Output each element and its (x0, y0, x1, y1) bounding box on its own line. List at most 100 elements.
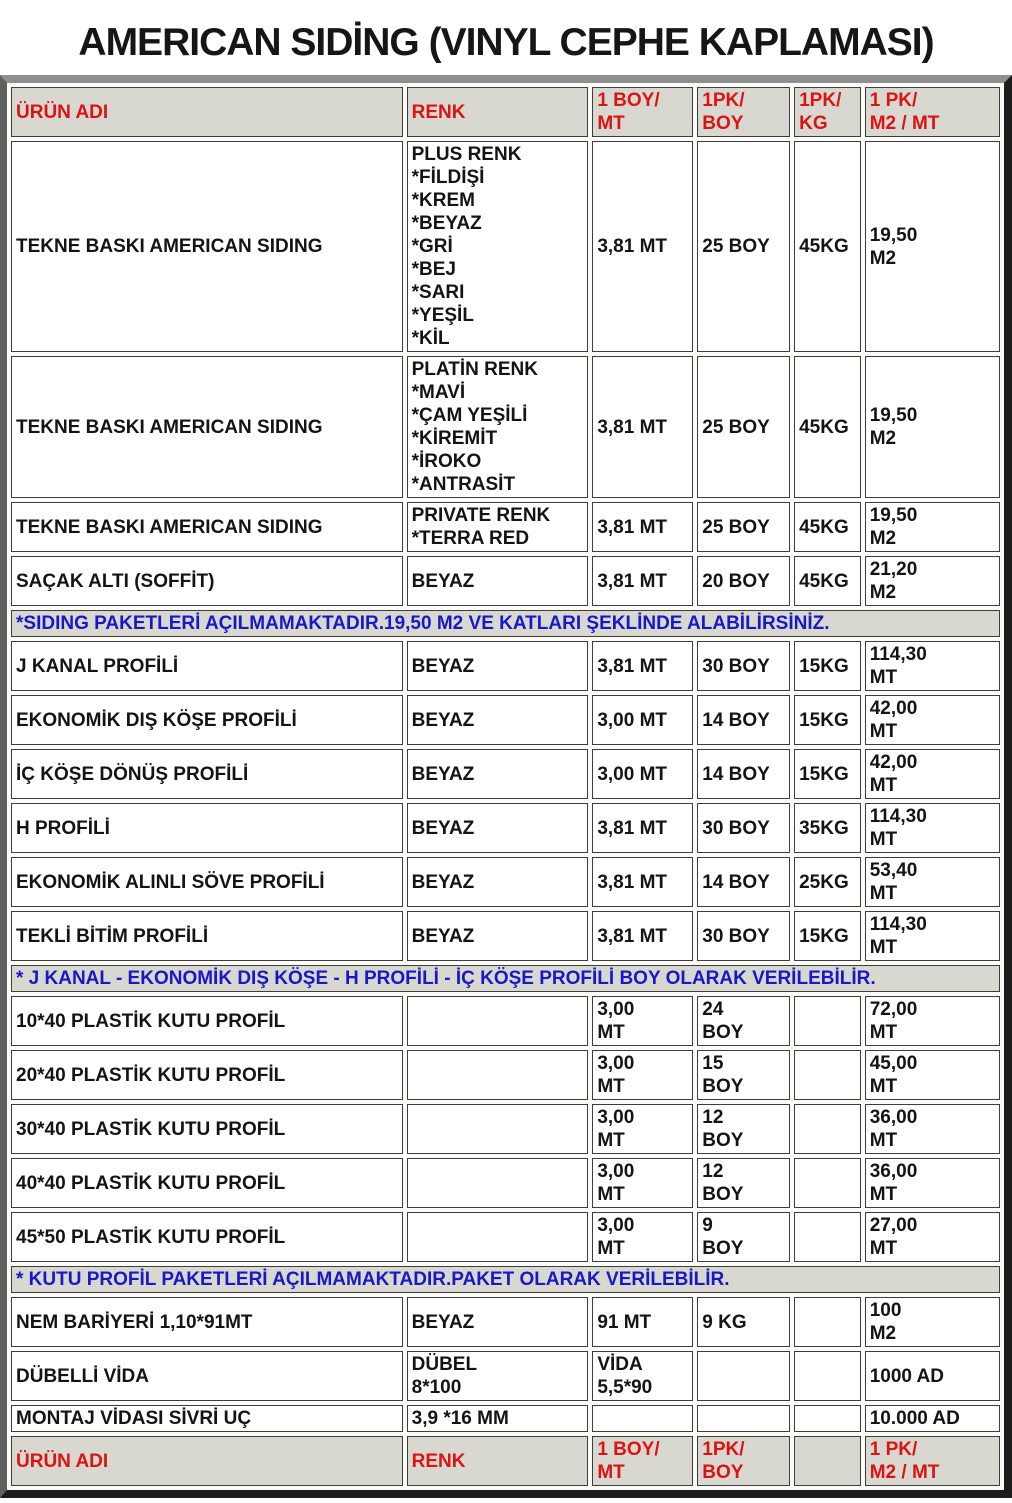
pk-m2-mt-cell: 42,00 MT (864, 749, 1000, 799)
boy-mt-cell (592, 1405, 694, 1432)
pk-boy-cell: 14 BOY (697, 695, 791, 745)
pk-kg-cell (794, 1405, 861, 1432)
renk-cell: BEYAZ (406, 749, 589, 799)
header-row: ÜRÜN ADI RENK 1 BOY/ MT 1PK/ BOY 1PK/ KG 1 PK… (11, 87, 1000, 137)
note-text: * J KANAL - EKONOMİK DIŞ KÖŞE - H PROFİL… (11, 965, 1000, 992)
product-name-cell: NEM BARİYERİ 1,10*91MT (11, 1297, 403, 1347)
boy-mt-cell: 3,00 MT (592, 1212, 694, 1262)
col-header-1boy-mt: 1 BOY/ MT (592, 87, 694, 137)
product-row: 10*40 PLASTİK KUTU PROFİL 3,00 MT 24 BOY 72… (11, 996, 1000, 1046)
product-name-cell: 20*40 PLASTİK KUTU PROFİL (11, 1050, 403, 1100)
col-header-1pk-boy: 1PK/ BOY (697, 1436, 791, 1486)
pk-m2-mt-cell: 100 M2 (864, 1297, 1000, 1347)
product-name-cell: MONTAJ VİDASI SİVRİ UÇ (11, 1405, 403, 1432)
pk-kg-cell: 25KG (794, 857, 861, 907)
product-name-cell: H PROFİLİ (11, 803, 403, 853)
pk-boy-cell: 14 BOY (697, 857, 791, 907)
boy-mt-cell: 3,00 MT (592, 695, 694, 745)
pk-kg-cell (794, 1212, 861, 1262)
product-row: 30*40 PLASTİK KUTU PROFİL 3,00 MT 12 BOY 36… (11, 1104, 1000, 1154)
pk-kg-cell (794, 1158, 861, 1208)
pk-m2-mt-cell: 36,00 MT (864, 1104, 1000, 1154)
boy-mt-cell: 3,81 MT (592, 803, 694, 853)
boy-mt-cell: 91 MT (592, 1297, 694, 1347)
boy-mt-cell: 3,81 MT (592, 641, 694, 691)
product-row: 20*40 PLASTİK KUTU PROFİL 3,00 MT 15 BOY 45… (11, 1050, 1000, 1100)
note-text: *SIDING PAKETLERİ AÇILMAMAKTADIR.19,50 M… (11, 610, 1000, 637)
pk-boy-cell: 12 BOY (697, 1104, 791, 1154)
pk-boy-cell: 15 BOY (697, 1050, 791, 1100)
col-header-urun-adi: ÜRÜN ADI (11, 87, 403, 137)
col-header-urun-adi: ÜRÜN ADI (11, 1436, 403, 1486)
boy-mt-cell: 3,81 MT (592, 556, 694, 606)
col-header-renk: RENK (406, 1436, 589, 1486)
pk-m2-mt-cell: 19,50 M2 (864, 502, 1000, 552)
product-name-cell: TEKLİ BİTİM PROFİLİ (11, 911, 403, 961)
boy-mt-cell: 3,00 MT (592, 1158, 694, 1208)
renk-cell: PLUS RENK *FİLDİŞİ *KREM *BEYAZ *GRİ *BE… (406, 141, 589, 352)
price-table: ÜRÜN ADI RENK 1 BOY/ MT 1PK/ BOY 1PK/ KG 1 PK… (7, 83, 1004, 1490)
renk-cell: BEYAZ (406, 556, 589, 606)
header-row: ÜRÜN ADI RENK 1 BOY/ MT 1PK/ BOY 1 PK/ M2 / … (11, 1436, 1000, 1486)
col-header-1pk-kg (794, 1436, 861, 1486)
pk-m2-mt-cell: 19,50 M2 (864, 141, 1000, 352)
pk-m2-mt-cell: 10.000 AD (864, 1405, 1000, 1432)
product-row: TEKNE BASKI AMERICAN SIDING PRIVATE RENK … (11, 502, 1000, 552)
product-row: MONTAJ VİDASI SİVRİ UÇ 3,9 *16 MM 10.000 A… (11, 1405, 1000, 1432)
col-header-1pk-m2-mt: 1 PK/ M2 / MT (864, 1436, 1000, 1486)
product-row: TEKNE BASKI AMERICAN SIDING PLATİN RENK *… (11, 356, 1000, 498)
renk-cell: PRIVATE RENK *TERRA RED (406, 502, 589, 552)
col-header-renk: RENK (406, 87, 589, 137)
pk-m2-mt-cell: 72,00 MT (864, 996, 1000, 1046)
pk-kg-cell (794, 1050, 861, 1100)
price-table-body: ÜRÜN ADI RENK 1 BOY/ MT 1PK/ BOY 1PK/ KG 1 PK… (11, 87, 1000, 1486)
product-row: NEM BARİYERİ 1,10*91MT BEYAZ 91 MT 9 KG 100 … (11, 1297, 1000, 1347)
product-name-cell: J KANAL PROFİLİ (11, 641, 403, 691)
pk-boy-cell (697, 1351, 791, 1401)
boy-mt-cell: 3,81 MT (592, 911, 694, 961)
pk-boy-cell: 25 BOY (697, 502, 791, 552)
note-text: * KUTU PROFİL PAKETLERİ AÇILMAMAKTADIR.P… (11, 1266, 1000, 1293)
product-name-cell: 30*40 PLASTİK KUTU PROFİL (11, 1104, 403, 1154)
pk-boy-cell: 30 BOY (697, 803, 791, 853)
renk-cell: BEYAZ (406, 1297, 589, 1347)
pk-kg-cell: 45KG (794, 356, 861, 498)
pk-boy-cell: 9 KG (697, 1297, 791, 1347)
pk-kg-cell: 45KG (794, 502, 861, 552)
col-header-1boy-mt: 1 BOY/ MT (592, 1436, 694, 1486)
pk-boy-cell: 25 BOY (697, 141, 791, 352)
pk-m2-mt-cell: 114,30 MT (864, 911, 1000, 961)
pk-kg-cell (794, 1351, 861, 1401)
pk-boy-cell (697, 1405, 791, 1432)
product-name-cell: EKONOMİK ALINLI SÖVE PROFİLİ (11, 857, 403, 907)
pk-kg-cell: 45KG (794, 556, 861, 606)
pk-m2-mt-cell: 27,00 MT (864, 1212, 1000, 1262)
pk-boy-cell: 20 BOY (697, 556, 791, 606)
note-row: * KUTU PROFİL PAKETLERİ AÇILMAMAKTADIR.P… (11, 1266, 1000, 1293)
renk-cell: BEYAZ (406, 803, 589, 853)
renk-cell (406, 996, 589, 1046)
product-name-cell: TEKNE BASKI AMERICAN SIDING (11, 141, 403, 352)
boy-mt-cell: 3,00 MT (592, 1104, 694, 1154)
renk-cell: BEYAZ (406, 695, 589, 745)
pk-kg-cell (794, 996, 861, 1046)
table-frame: ÜRÜN ADI RENK 1 BOY/ MT 1PK/ BOY 1PK/ KG 1 PK… (0, 75, 1012, 1498)
product-name-cell: DÜBELLİ VİDA (11, 1351, 403, 1401)
product-row: TEKNE BASKI AMERICAN SIDING PLUS RENK *Fİ… (11, 141, 1000, 352)
product-name-cell: İÇ KÖŞE DÖNÜŞ PROFİLİ (11, 749, 403, 799)
product-row: 45*50 PLASTİK KUTU PROFİL 3,00 MT 9 BOY 27,… (11, 1212, 1000, 1262)
pk-m2-mt-cell: 114,30 MT (864, 803, 1000, 853)
col-header-1pk-m2-mt: 1 PK/ M2 / MT (864, 87, 1000, 137)
product-row: H PROFİLİ BEYAZ 3,81 MT 30 BOY 35KG 114,30 MT (11, 803, 1000, 853)
renk-cell (406, 1050, 589, 1100)
pk-m2-mt-cell: 53,40 MT (864, 857, 1000, 907)
boy-mt-cell: 3,81 MT (592, 141, 694, 352)
boy-mt-cell: 3,00 MT (592, 749, 694, 799)
renk-cell: BEYAZ (406, 641, 589, 691)
pk-kg-cell: 15KG (794, 695, 861, 745)
pk-boy-cell: 30 BOY (697, 911, 791, 961)
renk-cell: BEYAZ (406, 911, 589, 961)
product-row: SAÇAK ALTI (SOFFİT) BEYAZ 3,81 MT 20 BOY 45K… (11, 556, 1000, 606)
col-header-1pk-boy: 1PK/ BOY (697, 87, 791, 137)
